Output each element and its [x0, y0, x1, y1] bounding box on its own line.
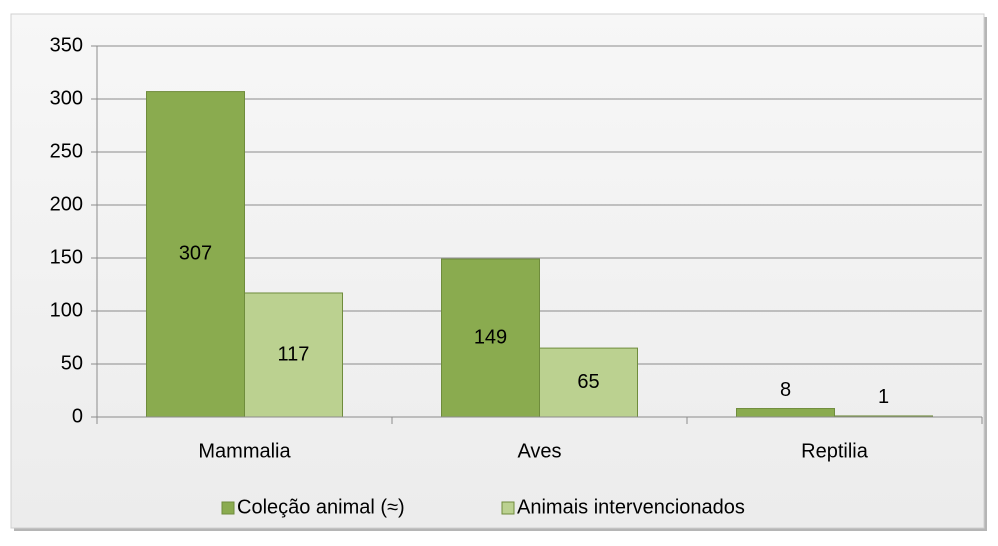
x-tick-label: Reptilia: [801, 440, 869, 462]
data-label: 1: [878, 386, 889, 408]
bar: [244, 292, 343, 418]
y-tick-label: 0: [72, 405, 83, 427]
legend-swatch: [501, 501, 515, 515]
bar: [539, 347, 638, 418]
data-label: 117: [278, 343, 310, 365]
y-tick-label: 150: [50, 246, 83, 268]
y-tick-label: 300: [50, 87, 83, 109]
x-tick-label: Mammalia: [198, 440, 291, 462]
data-label: 307: [179, 243, 212, 265]
x-tick-label: Aves: [517, 440, 561, 462]
y-tick-label: 350: [50, 34, 83, 56]
data-label: 8: [780, 379, 791, 401]
legend-label: Animais intervencionados: [517, 496, 745, 518]
data-label: 149: [474, 326, 507, 348]
legend-swatch: [221, 501, 235, 515]
bar: [736, 408, 835, 418]
y-tick-label: 50: [61, 352, 83, 374]
data-label: 65: [577, 371, 599, 393]
y-tick-label: 200: [50, 193, 83, 215]
bar: [441, 258, 540, 418]
legend-label: Coleção animal (≈): [237, 496, 405, 518]
y-tick-label: 100: [50, 299, 83, 321]
y-tick-label: 250: [50, 140, 83, 162]
bar: [146, 91, 245, 418]
